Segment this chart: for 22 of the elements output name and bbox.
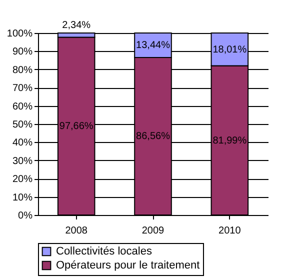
y-tick-label: 70%: [12, 83, 33, 94]
y-tick-label: 40%: [12, 138, 33, 149]
data-label: 86,56%: [136, 131, 170, 142]
x-tick-label: 2009: [142, 226, 165, 236]
data-label: 81,99%: [212, 135, 247, 146]
y-tick-label: 100%: [6, 28, 33, 40]
y-tick-label: 90%: [12, 46, 33, 58]
y-tick-label: 60%: [12, 101, 33, 112]
x-tick-label: 2008: [65, 226, 88, 236]
data-label: 97,66%: [59, 121, 94, 132]
y-tick-label: 50%: [12, 120, 33, 130]
legend-label: Opérateurs pour le traitement: [56, 260, 200, 272]
y-tick-label: 20%: [12, 174, 33, 186]
x-tick-label: 2010: [218, 226, 242, 236]
y-tick-label: 80%: [12, 64, 33, 76]
data-label: 18,01%: [212, 44, 247, 56]
legend-label: Collectivités locales: [56, 246, 152, 258]
data-label: 2,34%: [62, 20, 91, 31]
data-label: 13,44%: [136, 40, 170, 52]
y-tick-label: 30%: [12, 156, 33, 167]
y-tick-label: 10%: [12, 192, 33, 204]
y-tick-label: 0%: [18, 210, 33, 222]
